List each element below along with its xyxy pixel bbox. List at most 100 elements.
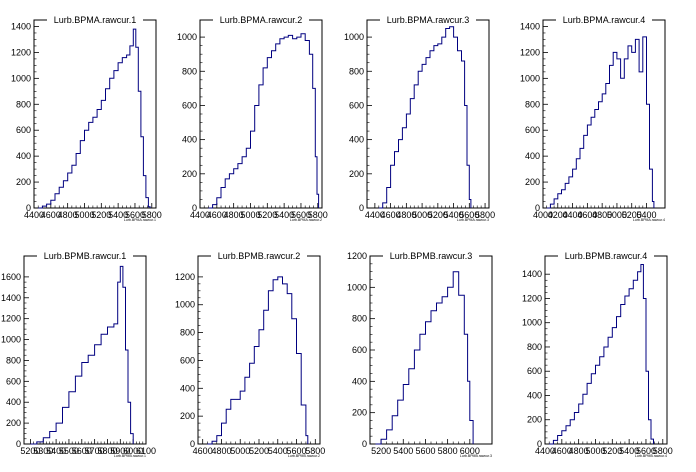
y-tick-label: 200 [180, 411, 195, 421]
x-tick-label: 5900 [110, 446, 130, 456]
histogram-series [546, 36, 655, 209]
y-tick-label: 0 [535, 203, 540, 213]
x-tick-label: 4400 [563, 210, 583, 220]
x-tick-label: 5600 [291, 210, 311, 220]
plot-frame [199, 19, 323, 209]
y-tick-label: 400 [527, 390, 542, 400]
x-tick-label: 5800 [653, 446, 673, 456]
x-axis-label: Lurb.BPMB.rawcur.1 [114, 454, 146, 458]
y-tick-label: 800 [180, 328, 195, 338]
title-box [558, 250, 654, 262]
y-tick-label: 200 [352, 408, 367, 418]
y-tick-label: 400 [525, 151, 540, 161]
y-tick-label: 400 [16, 151, 31, 161]
x-tick-label: 5800 [475, 210, 495, 220]
x-tick-label: 5600 [125, 210, 145, 220]
y-tick-label: 1000 [520, 73, 540, 83]
title-box [37, 250, 133, 262]
x-tick-label: 5600 [287, 446, 307, 456]
x-tick-label: 4600 [41, 210, 61, 220]
x-tick-label: 4600 [577, 210, 597, 220]
x-tick-label: 4800 [58, 210, 78, 220]
y-tick-label: 0 [192, 203, 197, 213]
y-tick-label: 1000 [11, 73, 31, 83]
x-tick-label: 5200 [249, 446, 269, 456]
y-tick-label: 0 [16, 439, 21, 449]
x-tick-label: 4400 [24, 210, 44, 220]
y-tick-label: 400 [182, 135, 197, 145]
plot-frame [544, 255, 668, 445]
x-tick-label: 4400 [190, 210, 210, 220]
x-tick-label: 5200 [91, 210, 111, 220]
x-tick-label: 5400 [619, 446, 639, 456]
x-tick-label: 5000 [74, 210, 94, 220]
y-tick-label: 1000 [177, 32, 197, 42]
x-axis-label: Lurb.BPMB.rawcur.2 [288, 454, 320, 458]
y-tick-label: 600 [6, 376, 21, 386]
y-tick-label: 0 [26, 203, 31, 213]
y-tick-label: 800 [182, 66, 197, 76]
title-box [383, 250, 479, 262]
x-tick-label: 5200 [622, 210, 642, 220]
x-tick-label: 6100 [136, 446, 156, 456]
plot-frame [197, 255, 321, 445]
x-tick-label: 6000 [123, 446, 143, 456]
plot-frame [33, 19, 157, 209]
y-tick-label: 400 [180, 383, 195, 393]
y-tick-label: 1200 [175, 272, 195, 282]
y-tick-label: 800 [16, 99, 31, 109]
x-tick-label: 4800 [569, 446, 589, 456]
x-tick-label: 5000 [230, 446, 250, 456]
y-tick-label: 200 [6, 418, 21, 428]
x-tick-label: 4600 [207, 210, 227, 220]
y-tick-label: 1200 [520, 47, 540, 57]
title-box [47, 14, 143, 26]
y-tick-label: 1000 [347, 282, 367, 292]
y-tick-label: 200 [349, 169, 364, 179]
title-box [211, 250, 307, 262]
chart-title: Lurb.BPMA.rawcur.2 [220, 15, 303, 25]
y-tick-label: 600 [527, 366, 542, 376]
y-tick-label: 1400 [11, 21, 31, 31]
x-axis-label: Lurb.BPMB.rawcur.4 [635, 454, 667, 458]
x-tick-label: 4400 [535, 446, 555, 456]
chart-title: Lurb.BPMA.rawcur.4 [563, 15, 646, 25]
histogram-panel-4: 0 200 400 600 800 1000 1200 1400 400042004400460… [520, 14, 666, 222]
x-tick-label: 4000 [533, 210, 553, 220]
x-axis-label: Lurb.BPMA.rawcur.4 [633, 218, 665, 222]
histogram-series [30, 265, 134, 445]
y-tick-label: 1000 [522, 318, 542, 328]
histogram-panel-3: 0 200 400 600 800 1000 44004600480050005200540… [344, 14, 495, 222]
x-tick-label: 5000 [607, 210, 627, 220]
x-tick-label: 4600 [552, 446, 572, 456]
histogram-series [207, 276, 309, 445]
x-tick-label: 5200 [602, 446, 622, 456]
y-tick-label: 1000 [1, 335, 21, 345]
x-tick-label: 5200 [428, 210, 448, 220]
x-tick-label: 5600 [459, 210, 479, 220]
histogram-panel-8: 0 200 400 600 800 1000 1200 1400 440046004800500… [522, 250, 673, 458]
title-box [213, 14, 309, 26]
x-tick-label: 5600 [72, 446, 92, 456]
histogram-series [375, 271, 474, 445]
y-tick-label: 200 [182, 169, 197, 179]
chart-title: Lurb.BPMA.rawcur.1 [54, 15, 137, 25]
x-tick-label: 4800 [211, 446, 231, 456]
y-tick-label: 1200 [347, 251, 367, 261]
x-tick-label: 5800 [308, 210, 328, 220]
y-tick-label: 1400 [522, 269, 542, 279]
title-box [380, 14, 476, 26]
x-tick-label: 5400 [393, 446, 413, 456]
y-tick-label: 0 [359, 203, 364, 213]
x-tick-label: 5000 [240, 210, 260, 220]
y-tick-label: 0 [190, 439, 195, 449]
y-tick-label: 0 [362, 439, 367, 449]
x-tick-label: 5800 [142, 210, 162, 220]
y-tick-label: 200 [16, 177, 31, 187]
histogram-series [378, 26, 472, 209]
y-tick-label: 1600 [1, 272, 21, 282]
y-tick-label: 800 [349, 66, 364, 76]
x-tick-label: 5700 [85, 446, 105, 456]
plot-frame [369, 255, 493, 445]
